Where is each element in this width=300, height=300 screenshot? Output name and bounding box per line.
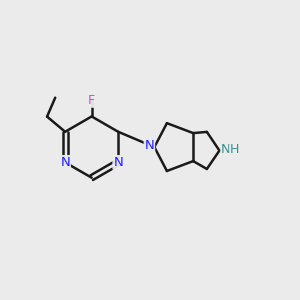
Text: N: N bbox=[113, 156, 123, 169]
Text: N: N bbox=[60, 156, 70, 169]
Text: F: F bbox=[88, 94, 95, 107]
Text: H: H bbox=[230, 143, 239, 157]
Text: N: N bbox=[221, 143, 231, 157]
Text: N: N bbox=[145, 139, 154, 152]
